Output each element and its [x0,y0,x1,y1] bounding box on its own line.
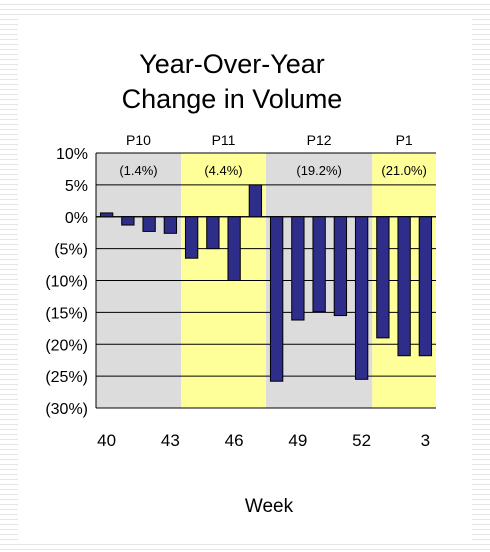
bar-week-48 [269,216,284,382]
y-tick-label: 5% [65,178,88,195]
y-tick-label: 10% [56,146,88,163]
bar-week-47 [248,184,263,218]
period-value-p12: (19.2%) [296,163,342,178]
y-tick-label: (30%) [45,401,88,418]
bar-week-52 [354,216,369,380]
period-name-p11: P11 [212,132,236,148]
y-tick-label: (20%) [45,337,88,354]
bar-week-41 [121,216,135,226]
period-name-p12: P12 [307,132,332,148]
x-tick-label: 46 [225,431,244,450]
period-value-p1: (21.0%) [381,163,427,178]
period-value-p10: (1.4%) [119,163,157,178]
bar-week-44 [184,216,199,259]
period-value-p11: (4.4%) [204,163,242,178]
bar-week-49 [291,216,305,321]
bar-week-45 [206,216,220,250]
bar-week-50 [312,216,326,313]
bar-week-51 [333,216,348,317]
x-tick-label: 43 [161,431,180,450]
bar-week-46 [227,216,241,281]
chart-title-line-2: Change in Volume [122,84,343,114]
period-name-p10: P10 [126,132,151,148]
y-tick-label: (10%) [45,274,88,291]
y-tick-label: (15%) [45,305,88,322]
bar-week-2 [397,216,411,357]
bar-week-3 [418,216,433,357]
x-axis-title: Week [245,496,294,517]
bar-week-1 [376,216,390,339]
x-tick-label: 52 [352,431,371,450]
y-tick-label: (25%) [45,369,88,386]
y-tick-label: 0% [65,210,88,227]
period-name-p1: P1 [396,132,413,148]
chart-frame: Year-Over-Year Change in Volume P10 (1.4%… [18,18,472,544]
bar-week-40 [99,212,114,218]
plot-area: P10 (1.4%) P11 (4.4%) P12 (19.2%) P1 (21.0%) 10%… [45,132,436,450]
bar-week-42 [142,216,156,232]
x-tick-label: 49 [288,431,307,450]
x-tick-label: 40 [97,431,116,450]
yoy-volume-chart: Year-Over-Year Change in Volume P10 (1.4%… [45,49,436,517]
chart-title-line-1: Year-Over-Year [139,49,325,79]
x-tick-label: 3 [421,431,430,450]
bar-week-43 [163,216,178,234]
y-tick-label: (5%) [54,242,88,259]
